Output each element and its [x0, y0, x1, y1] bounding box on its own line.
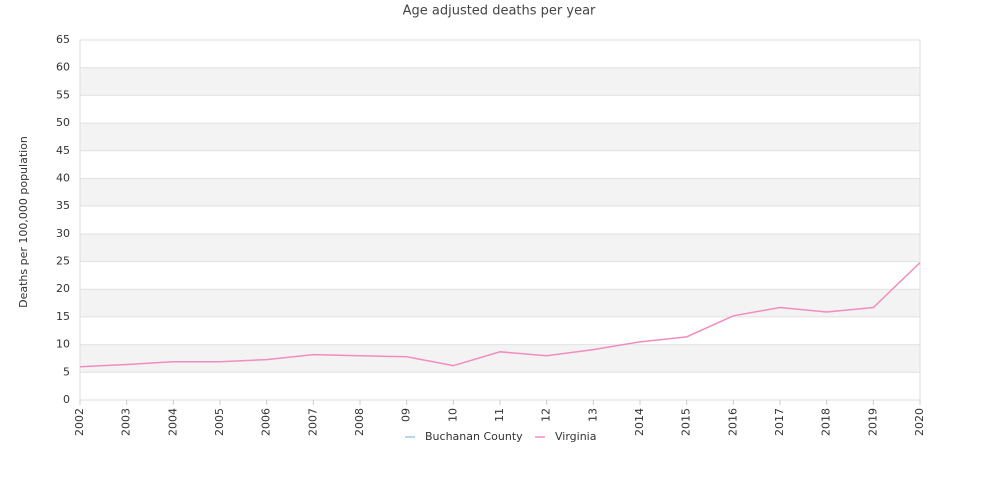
- y-tick-label: 40: [56, 171, 70, 184]
- x-tick-label: 2018: [820, 408, 833, 436]
- x-tick-label: 2014: [633, 408, 646, 436]
- y-tick-label: 45: [56, 144, 70, 157]
- x-tick-label: 2017: [773, 408, 786, 436]
- y-tick-label: 65: [56, 33, 70, 46]
- grid-band: [80, 67, 920, 96]
- legend-label: Virginia: [555, 430, 596, 443]
- x-tick-label: 2004: [166, 408, 179, 436]
- y-tick-label: 60: [56, 61, 70, 74]
- x-tick-label: 2005: [213, 408, 226, 436]
- grid-band: [80, 123, 920, 151]
- series-line: [79, 262, 921, 368]
- y-tick-label: 0: [63, 393, 70, 406]
- x-tick-label: 12: [540, 408, 553, 422]
- y-tick-label: 35: [56, 199, 70, 212]
- y-tick-label: 10: [56, 338, 70, 351]
- y-tick-label: 5: [63, 365, 70, 378]
- y-tick-label: 15: [56, 310, 70, 323]
- grid-band: [80, 178, 920, 207]
- x-tick-label: 2019: [866, 408, 879, 436]
- x-tick-label: 2006: [260, 408, 273, 436]
- x-tick-label: 10: [446, 408, 459, 422]
- x-tick-label: 2016: [726, 408, 739, 436]
- chart-title: Age adjusted deaths per year: [403, 4, 596, 19]
- grid-band: [80, 233, 920, 262]
- y-tick-label: 50: [56, 116, 70, 129]
- x-tick-label: 2015: [680, 408, 693, 436]
- x-tick-label: 11: [493, 408, 506, 422]
- legend-label: Buchanan County: [425, 430, 523, 443]
- x-tick-label: 09: [400, 408, 413, 422]
- x-tick-label: 2003: [120, 408, 133, 436]
- x-tick-label: 2020: [913, 408, 926, 436]
- x-tick-label: 2008: [353, 408, 366, 436]
- y-tick-label: 25: [56, 255, 70, 268]
- y-tick-label: 55: [56, 88, 70, 101]
- x-tick-label: 13: [586, 408, 599, 422]
- y-tick-label: 30: [56, 227, 70, 240]
- grid-band: [80, 289, 920, 317]
- x-tick-label: 2002: [73, 408, 86, 436]
- y-tick-label: 20: [56, 282, 70, 295]
- y-axis-label: Deaths per 100,000 population: [17, 136, 30, 308]
- grid-band: [80, 344, 920, 373]
- x-tick-label: 2007: [306, 408, 319, 436]
